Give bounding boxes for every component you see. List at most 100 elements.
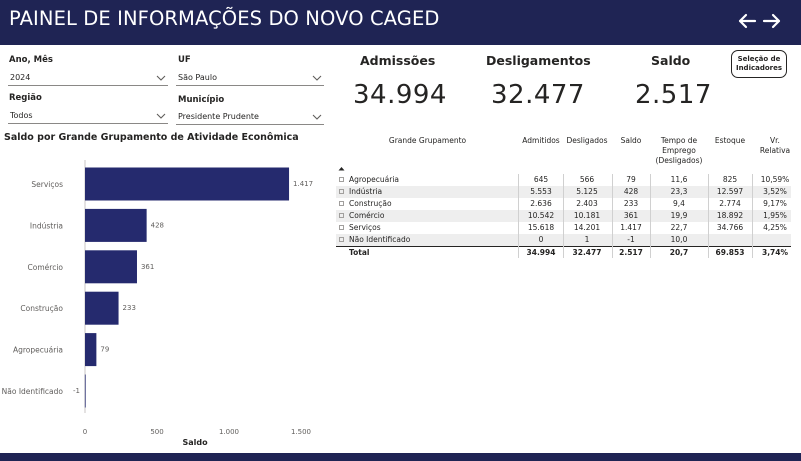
col-header-vr-line2: Relativa bbox=[759, 146, 791, 155]
row-estoque-cell: 34.766 bbox=[716, 223, 744, 232]
row-grupo-cell: Não Identificado bbox=[349, 235, 411, 244]
category-label: Indústria bbox=[30, 221, 63, 230]
col-header-grupo[interactable]: Grande Grupamento bbox=[388, 136, 467, 145]
col-header-saldo[interactable]: Saldo bbox=[620, 136, 642, 145]
total-desligados-cell: 32.477 bbox=[572, 248, 602, 257]
row-estoque-cell: 12.597 bbox=[716, 187, 744, 196]
row-grupo-cell: Comércio bbox=[349, 211, 385, 220]
selecao-indicadores-button[interactable]: Seleção de Indicadores bbox=[731, 50, 787, 78]
col-header-vr[interactable]: Vr. Relativa bbox=[752, 136, 798, 156]
col-header-tempo-line2: Emprego bbox=[662, 146, 696, 155]
row-saldo-cell: 233 bbox=[623, 199, 639, 208]
kpi-admissoes-label: Admissões bbox=[360, 53, 436, 68]
row-saldo-cell: 428 bbox=[623, 187, 639, 196]
category-label: Agropecuária bbox=[13, 346, 63, 355]
back-arrow-icon[interactable] bbox=[737, 11, 757, 31]
data-label: 1.417 bbox=[293, 180, 313, 188]
bar bbox=[85, 208, 147, 242]
column-divider bbox=[650, 174, 651, 258]
expand-icon[interactable] bbox=[339, 213, 344, 218]
data-label: 79 bbox=[100, 346, 109, 354]
row-desligados-cell: 10.181 bbox=[573, 211, 601, 220]
col-header-tempo-line3: (Desligados) bbox=[655, 156, 703, 165]
data-label: 428 bbox=[151, 221, 164, 229]
table-row[interactable]: Construção 2.636 2.403 233 9,4 2.774 9,17% bbox=[336, 198, 791, 210]
row-admitidos-cell: 15.618 bbox=[527, 223, 555, 232]
expand-icon[interactable] bbox=[339, 189, 344, 194]
filter-label-ano-mes: Ano, Mês bbox=[9, 55, 53, 65]
filter-uf-dropdown[interactable]: São Paulo bbox=[176, 71, 324, 86]
chevron-down-icon bbox=[156, 75, 166, 81]
row-vr-cell: 1,95% bbox=[763, 211, 787, 220]
row-tempo-cell: 9,4 bbox=[673, 199, 685, 208]
row-tempo-cell: 23,3 bbox=[670, 187, 688, 196]
x-axis-title: Saldo bbox=[182, 438, 208, 447]
expand-icon[interactable] bbox=[339, 225, 344, 230]
filter-regiao-value: Todos bbox=[10, 111, 33, 120]
kpi-saldo-label: Saldo bbox=[651, 53, 691, 68]
row-desligados-cell: 1 bbox=[584, 235, 590, 244]
row-grupo-cell: Agropecuária bbox=[349, 175, 400, 184]
col-header-vr-line1: Vr. bbox=[770, 136, 780, 145]
column-divider bbox=[612, 174, 613, 258]
row-tempo-cell: 22,7 bbox=[670, 223, 688, 232]
expand-icon[interactable] bbox=[339, 201, 344, 206]
data-label: 233 bbox=[123, 304, 136, 312]
filter-municipio-dropdown[interactable]: Presidente Prudente bbox=[176, 110, 324, 125]
filter-uf-value: São Paulo bbox=[178, 73, 217, 82]
x-tick-label: 500 bbox=[150, 428, 163, 436]
row-desligados-cell: 5.125 bbox=[576, 187, 598, 196]
bar bbox=[85, 333, 97, 367]
table-row[interactable]: Serviços 15.618 14.201 1.417 22,7 34.766 4,25% bbox=[336, 222, 791, 234]
category-label: Construção bbox=[20, 304, 63, 313]
row-tempo-cell: 10,0 bbox=[670, 235, 688, 244]
x-tick-label: 0 bbox=[83, 428, 87, 436]
col-header-tempo-line1: Tempo de bbox=[660, 136, 698, 145]
column-divider bbox=[708, 174, 709, 258]
category-label: Serviços bbox=[31, 180, 63, 189]
category-label: Não Identificado bbox=[2, 387, 64, 396]
row-desligados-cell: 2.403 bbox=[576, 199, 598, 208]
page-title: PAINEL DE INFORMAÇÕES DO NOVO CAGED bbox=[9, 7, 440, 30]
selecao-indicadores-line1: Seleção de bbox=[737, 55, 781, 63]
col-header-estoque[interactable]: Estoque bbox=[714, 136, 746, 145]
kpi-desligamentos-value: 32.477 bbox=[491, 80, 585, 110]
col-header-tempo[interactable]: Tempo de Emprego (Desligados) bbox=[650, 136, 708, 166]
filter-label-regiao: Região bbox=[9, 93, 42, 103]
expand-icon[interactable] bbox=[339, 237, 344, 242]
bar bbox=[85, 250, 137, 284]
saldo-bar-chart: Serviços 1.417 Indústria 428 Comércio 361 Cons… bbox=[2, 160, 313, 447]
total-estoque-cell: 69.853 bbox=[715, 248, 745, 257]
total-tempo-cell: 20,7 bbox=[669, 248, 689, 257]
filter-ano-mes-dropdown[interactable]: 2024 bbox=[8, 71, 168, 86]
category-label: Comércio bbox=[28, 263, 64, 272]
kpi-admissoes-value: 34.994 bbox=[353, 80, 447, 110]
row-admitidos-cell: 645 bbox=[533, 175, 549, 184]
x-tick-label: 1.000 bbox=[219, 428, 239, 436]
chevron-down-icon bbox=[312, 75, 322, 81]
col-header-admitidos[interactable]: Admitidos bbox=[522, 136, 560, 145]
row-grupo-cell: Construção bbox=[349, 199, 392, 208]
filter-regiao-dropdown[interactable]: Todos bbox=[8, 109, 168, 124]
row-estoque-cell: 2.774 bbox=[719, 199, 741, 208]
expand-icon[interactable] bbox=[339, 177, 344, 182]
row-admitidos-cell: 0 bbox=[538, 235, 544, 244]
row-admitidos-cell: 2.636 bbox=[530, 199, 552, 208]
col-header-desligados[interactable]: Desligados bbox=[566, 136, 608, 145]
bar bbox=[85, 291, 119, 325]
row-estoque-cell: 825 bbox=[722, 175, 738, 184]
row-saldo-cell: -1 bbox=[627, 235, 635, 244]
row-admitidos-cell: 10.542 bbox=[527, 211, 555, 220]
total-label-cell: Total bbox=[349, 248, 370, 257]
row-vr-cell: 4,25% bbox=[763, 223, 787, 232]
bottom-bar bbox=[0, 453, 801, 461]
kpi-saldo-value: 2.517 bbox=[635, 80, 712, 110]
sort-arrow-icon[interactable] bbox=[338, 166, 345, 171]
row-saldo-cell: 79 bbox=[626, 175, 636, 184]
row-desligados-cell: 566 bbox=[579, 175, 595, 184]
row-vr-cell: 3,52% bbox=[763, 187, 787, 196]
table-row[interactable]: Agropecuária 645 566 79 11,6 825 10,59% bbox=[336, 174, 791, 186]
forward-arrow-icon[interactable] bbox=[762, 11, 782, 31]
header-bar: PAINEL DE INFORMAÇÕES DO NOVO CAGED bbox=[0, 0, 801, 45]
chevron-down-icon bbox=[312, 114, 322, 120]
